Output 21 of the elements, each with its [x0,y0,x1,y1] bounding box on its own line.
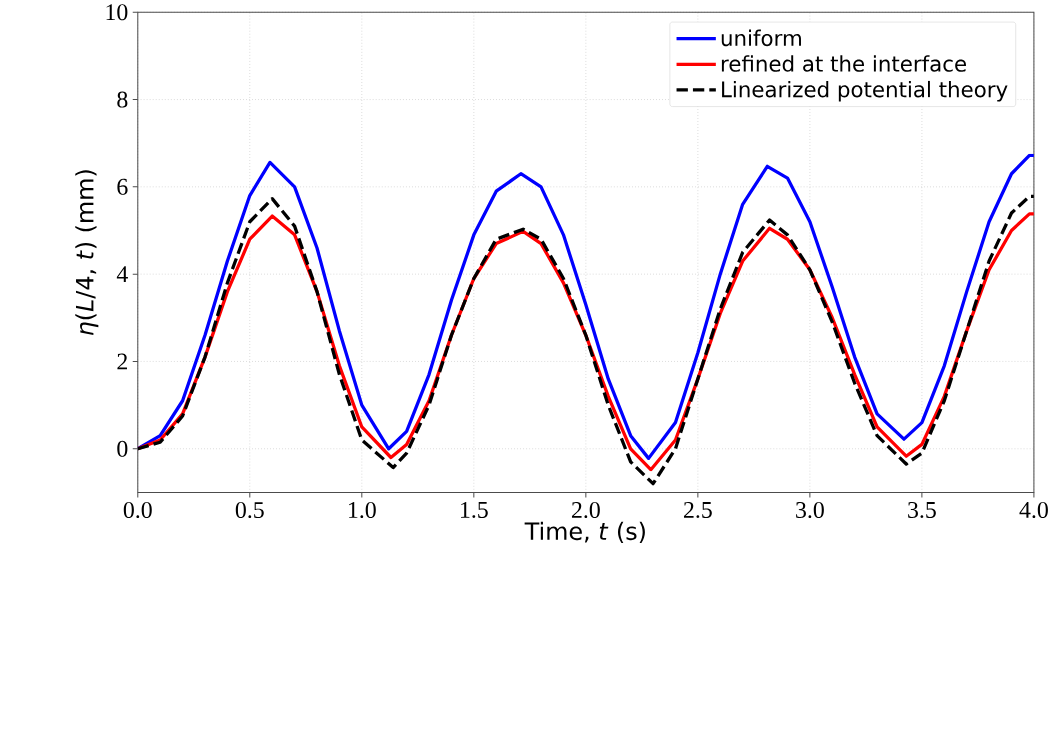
x-tick-label: 3.5 [908,502,936,519]
y-tick-label: 2 [117,353,127,370]
x-tick-label: 2.0 [571,502,600,519]
x-tick-label: 4.0 [1019,502,1048,519]
y-tick-label: 8 [117,91,128,108]
x-tick-label: 1.5 [461,502,488,519]
y-tick-label: 4 [116,266,128,283]
y-tick-label: 10 [106,4,128,21]
x-tick-label: 2.5 [683,502,712,519]
y-axis-title: η(L/4, t) (mm) [75,170,99,336]
legend-label: Linearized potential theory [722,81,1008,102]
line-series [137,154,1034,461]
legend-label: uniform [721,29,801,47]
x-tick-label: 3.0 [796,502,824,519]
y-tick-label: 0 [117,440,128,458]
legend-label: refined at the interface [721,55,966,73]
y-tick-label: 6 [117,179,128,196]
x-axis-title: Time, t (s) [524,521,645,544]
x-tick-label: 0.0 [123,502,152,519]
x-tick-label: 1.0 [348,502,376,519]
x-tick-label: 0.5 [235,502,264,519]
